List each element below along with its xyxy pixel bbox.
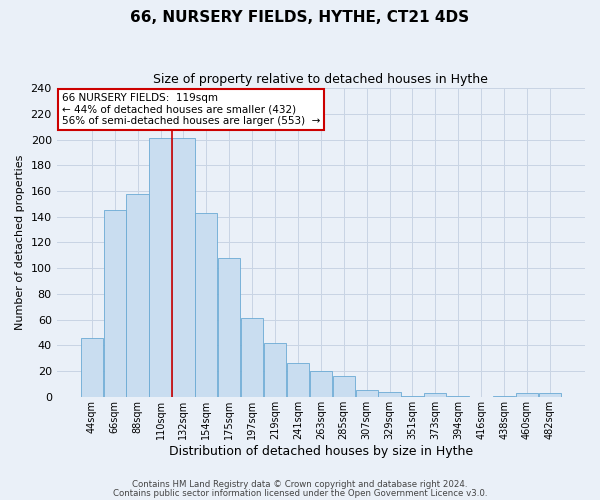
Bar [447, 396, 469, 397]
Bar [539, 393, 561, 397]
Bar [172, 138, 194, 397]
Bar [218, 258, 241, 397]
Bar [195, 213, 217, 397]
Bar [264, 343, 286, 397]
X-axis label: Distribution of detached houses by size in Hythe: Distribution of detached houses by size … [169, 444, 473, 458]
Text: Contains public sector information licensed under the Open Government Licence v3: Contains public sector information licen… [113, 488, 487, 498]
Bar [310, 371, 332, 397]
Bar [241, 318, 263, 397]
Bar [493, 396, 515, 397]
Bar [379, 392, 401, 397]
Text: 66 NURSERY FIELDS:  119sqm
← 44% of detached houses are smaller (432)
56% of sem: 66 NURSERY FIELDS: 119sqm ← 44% of detac… [62, 92, 320, 126]
Title: Size of property relative to detached houses in Hythe: Size of property relative to detached ho… [154, 72, 488, 86]
Bar [332, 376, 355, 397]
Bar [104, 210, 126, 397]
Text: 66, NURSERY FIELDS, HYTHE, CT21 4DS: 66, NURSERY FIELDS, HYTHE, CT21 4DS [130, 10, 470, 25]
Bar [516, 393, 538, 397]
Text: Contains HM Land Registry data © Crown copyright and database right 2024.: Contains HM Land Registry data © Crown c… [132, 480, 468, 489]
Bar [149, 138, 172, 397]
Bar [424, 393, 446, 397]
Bar [127, 194, 149, 397]
Bar [287, 364, 309, 397]
Bar [356, 390, 378, 397]
Y-axis label: Number of detached properties: Number of detached properties [15, 154, 25, 330]
Bar [401, 396, 424, 397]
Bar [80, 338, 103, 397]
